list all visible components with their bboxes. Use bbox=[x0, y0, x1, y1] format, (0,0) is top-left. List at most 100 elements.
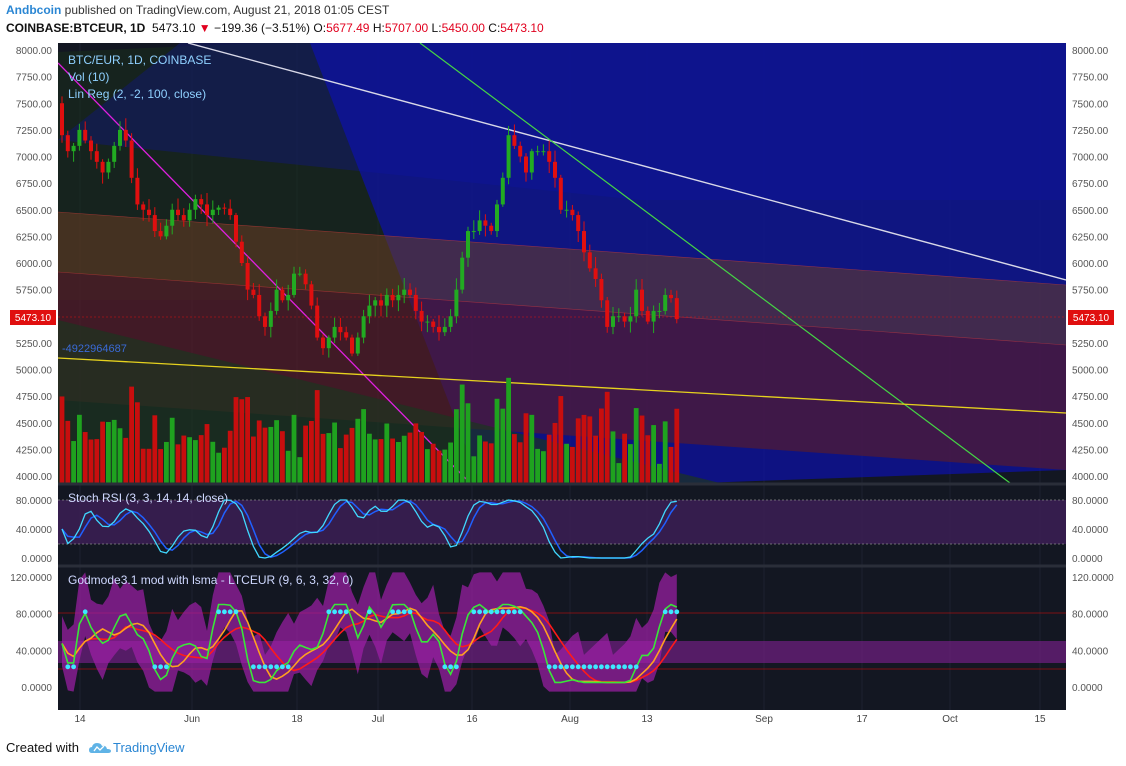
price-badge-right-text: 5473.10 bbox=[1073, 313, 1110, 324]
godmode-tick-label-left: 120.0000 bbox=[10, 573, 52, 584]
candles bbox=[60, 96, 679, 358]
candle-body bbox=[419, 310, 424, 322]
candle-body bbox=[309, 284, 314, 306]
candle-body bbox=[587, 252, 592, 269]
candle-body bbox=[466, 231, 470, 258]
candle-body bbox=[280, 289, 285, 301]
volume-bar bbox=[71, 441, 76, 483]
candle-body bbox=[640, 289, 644, 311]
signal-dot bbox=[517, 609, 523, 615]
legend-main[interactable]: BTC/EUR, 1D, COINBASE bbox=[68, 53, 211, 67]
candle-body bbox=[123, 129, 128, 141]
candle-body bbox=[570, 209, 575, 216]
legend-stoch[interactable]: Stoch RSI (3, 3, 14, 14, close) bbox=[68, 491, 228, 505]
y-tick-label-left: 5000.00 bbox=[16, 366, 53, 377]
y-tick-label-right: 5000.00 bbox=[1072, 366, 1109, 377]
y-tick-label-right: 5750.00 bbox=[1072, 286, 1109, 297]
signal-dot bbox=[494, 609, 500, 615]
x-tick-label: Jun bbox=[184, 714, 200, 725]
signal-dot bbox=[500, 609, 506, 615]
y-tick-label-left: 5750.00 bbox=[16, 286, 53, 297]
volume-bar bbox=[268, 426, 274, 483]
candle-body bbox=[674, 298, 679, 320]
price-change: −199.36 (−3.51%) bbox=[213, 21, 311, 35]
candle-body bbox=[60, 103, 64, 136]
legend-vol[interactable]: Vol (10) bbox=[68, 70, 109, 84]
volume-bar bbox=[604, 391, 610, 483]
volume-bar bbox=[471, 456, 477, 483]
volume-bar bbox=[100, 421, 105, 483]
volume-bar bbox=[610, 431, 616, 483]
signal-dot bbox=[587, 664, 593, 670]
candle-body bbox=[373, 300, 378, 306]
candle-body bbox=[634, 289, 639, 317]
candle-body bbox=[367, 305, 372, 317]
signal-dot bbox=[332, 609, 337, 615]
volume-bar bbox=[204, 424, 210, 483]
volume-bar bbox=[349, 427, 355, 483]
candle-body bbox=[268, 310, 273, 327]
candle-body bbox=[663, 294, 668, 311]
signal-dot bbox=[604, 664, 610, 670]
candle-body bbox=[106, 161, 111, 173]
candle-body bbox=[274, 289, 279, 311]
volume-bar bbox=[425, 449, 430, 483]
signal-dot bbox=[610, 664, 616, 670]
stoch-tick-label-left: 40.0000 bbox=[16, 525, 53, 536]
signal-dot bbox=[227, 609, 233, 615]
godmode-pane bbox=[58, 572, 1066, 692]
time-axis[interactable]: 14 Jun 18 Jul 16 Aug 13 Sep 17 Oct 15 bbox=[74, 714, 1046, 725]
volume-bar bbox=[338, 448, 343, 483]
y-tick-label-left: 6000.00 bbox=[16, 259, 53, 270]
candle-body bbox=[118, 129, 122, 146]
symbol-label: COINBASE:BTCEUR, 1D bbox=[6, 21, 146, 35]
candle-body bbox=[448, 316, 453, 327]
candle-body bbox=[645, 310, 650, 322]
volume-bar bbox=[378, 439, 384, 483]
y-tick-label-right: 5250.00 bbox=[1072, 339, 1109, 350]
signal-dot bbox=[216, 609, 222, 615]
price-badge-left bbox=[10, 310, 56, 325]
y-tick-label-left: 4750.00 bbox=[16, 392, 53, 403]
y-tick-label-left: 7000.00 bbox=[16, 153, 53, 164]
tradingview-link[interactable]: TradingView bbox=[112, 740, 185, 755]
y-tick-label-right: 6750.00 bbox=[1072, 179, 1109, 190]
volume-bar bbox=[77, 414, 82, 483]
price-axis[interactable]: 8000.00 8000.00 7750.00 7750.00 7500.00 7500.… bbox=[10, 46, 1114, 694]
volume-bar bbox=[546, 434, 552, 483]
volume-bar bbox=[158, 449, 163, 483]
volume-bar bbox=[500, 408, 506, 483]
volume-bar bbox=[274, 420, 279, 483]
stoch-tick-label-left: 80.0000 bbox=[16, 496, 53, 507]
author-name[interactable]: Andbcoin bbox=[6, 3, 62, 17]
candle-body bbox=[500, 177, 505, 205]
volume-bar bbox=[564, 443, 569, 483]
signal-dot bbox=[280, 664, 285, 670]
created-with: Created with bbox=[6, 740, 79, 755]
legend-godmode[interactable]: Godmode3.1 mod with lsma - LTCEUR (9, 6,… bbox=[68, 573, 353, 587]
candle-body bbox=[576, 215, 581, 232]
x-tick-label: Sep bbox=[755, 714, 773, 725]
volume-bar bbox=[152, 415, 158, 483]
candle-body bbox=[657, 310, 662, 312]
godmode-tick-label-left: 0.0000 bbox=[21, 683, 52, 694]
high-value: 5707.00 bbox=[384, 21, 429, 35]
legend-linreg[interactable]: Lin Reg (2, -2, 100, close) bbox=[68, 87, 206, 101]
volume-bar bbox=[117, 428, 123, 483]
signal-dot bbox=[326, 609, 332, 615]
signal-dot bbox=[628, 664, 633, 670]
candle-body bbox=[152, 215, 157, 232]
y-tick-label-left: 7500.00 bbox=[16, 99, 53, 110]
volume-bar bbox=[343, 434, 349, 483]
y-tick-label-right: 4250.00 bbox=[1072, 445, 1109, 456]
candle-body bbox=[326, 337, 331, 349]
volume-bar bbox=[94, 439, 100, 483]
signal-dot bbox=[674, 609, 680, 615]
signal-dot bbox=[268, 664, 274, 670]
candle-body bbox=[616, 316, 621, 318]
candle-body bbox=[442, 326, 447, 333]
y-tick-label-right: 4000.00 bbox=[1072, 472, 1109, 483]
volume-bar bbox=[164, 441, 169, 483]
volume-bar bbox=[355, 418, 361, 483]
